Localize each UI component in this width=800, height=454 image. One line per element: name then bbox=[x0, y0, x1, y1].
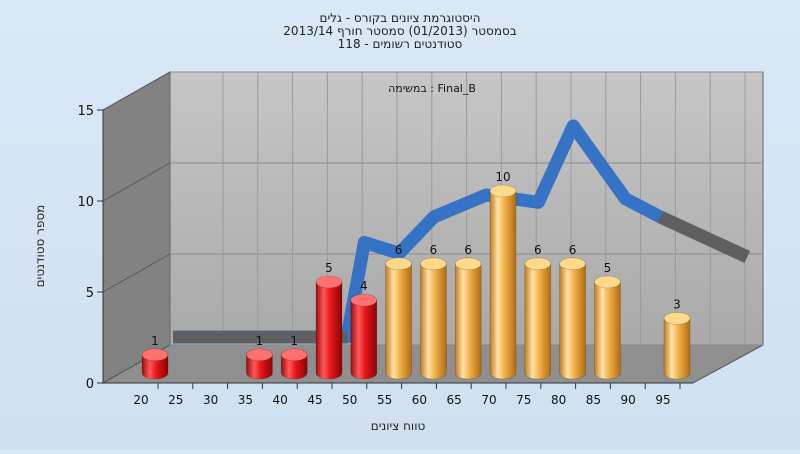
bar-top bbox=[454, 257, 482, 271]
bar-top bbox=[315, 275, 343, 289]
x-tick-label: 20 bbox=[133, 393, 148, 407]
bar: 1 bbox=[141, 334, 169, 380]
bar-value-label: 6 bbox=[534, 243, 542, 257]
bar-body bbox=[280, 354, 308, 380]
x-tick-label: 30 bbox=[203, 393, 218, 407]
bar-body bbox=[350, 299, 378, 380]
bar: 1 bbox=[246, 334, 273, 380]
bar: 6 bbox=[524, 243, 552, 380]
bar-top bbox=[246, 348, 273, 362]
bar-top bbox=[489, 184, 517, 198]
bar-top bbox=[420, 257, 447, 271]
chart-title-line-3: סטודנטים רשומים - 118 bbox=[338, 37, 463, 51]
bars: 1 1 1 5 4 6 6 6 10 6 6 5 3 bbox=[141, 170, 691, 380]
bar-value-label: 10 bbox=[495, 170, 510, 184]
bar-body bbox=[663, 318, 691, 380]
bar: 5 bbox=[315, 261, 343, 380]
y-tick-label: 0 bbox=[86, 377, 94, 392]
bar-value-label: 3 bbox=[673, 297, 681, 311]
x-tick-label: 40 bbox=[273, 393, 288, 407]
bar-value-label: 5 bbox=[325, 261, 333, 275]
bar: 1 bbox=[280, 334, 308, 380]
x-tick-label: 65 bbox=[447, 393, 462, 407]
y-tick-label: 15 bbox=[77, 104, 94, 119]
bar-value-label: 6 bbox=[395, 243, 403, 257]
bar-body bbox=[246, 354, 273, 380]
bar-body bbox=[594, 281, 621, 380]
bar: 4 bbox=[350, 279, 378, 380]
x-axis-label: טווח ציונים bbox=[371, 419, 426, 433]
bar-body bbox=[315, 281, 343, 380]
x-tick-label: 80 bbox=[551, 393, 566, 407]
bar-body bbox=[489, 190, 517, 380]
grid-line-side bbox=[102, 162, 171, 202]
bar-value-label: 6 bbox=[430, 243, 438, 257]
bar-value-label: 4 bbox=[360, 279, 368, 293]
grid-line-side bbox=[102, 71, 171, 111]
bar-top bbox=[524, 257, 552, 271]
bar: 6 bbox=[385, 243, 412, 380]
bar-body bbox=[385, 263, 412, 380]
bar-value-label: 1 bbox=[151, 334, 159, 348]
bar: 10 bbox=[489, 170, 517, 380]
bar-body bbox=[141, 354, 169, 380]
y-axis-label: מספר סטודנטים bbox=[33, 205, 47, 288]
inner-label: במשימה : Final_B bbox=[388, 82, 476, 95]
bar-top bbox=[559, 257, 586, 271]
bar-top bbox=[594, 275, 621, 289]
bar-value-label: 1 bbox=[256, 334, 264, 348]
bar: 6 bbox=[454, 243, 482, 380]
x-tick-label: 85 bbox=[586, 393, 601, 407]
bar-top bbox=[663, 312, 691, 325]
chart-title-line-2: בסמסטר (01/2013) סמסטר חורף 2013/14 bbox=[283, 24, 516, 38]
side-wall bbox=[102, 71, 171, 384]
bar-body bbox=[454, 263, 482, 380]
bar: 6 bbox=[420, 243, 447, 380]
x-tick-label: 95 bbox=[655, 393, 670, 407]
chart-title-line-1: היסטוגרמת ציונים בקורס - גלים bbox=[320, 11, 481, 25]
x-tick-label: 70 bbox=[481, 393, 496, 407]
bar-top bbox=[385, 257, 412, 271]
bar: 6 bbox=[559, 243, 586, 380]
bar-value-label: 6 bbox=[464, 243, 472, 257]
x-tick-label: 45 bbox=[307, 393, 322, 407]
x-tick-label: 55 bbox=[377, 393, 392, 407]
x-tick-label: 60 bbox=[412, 393, 427, 407]
x-tick-label: 50 bbox=[342, 393, 357, 407]
bar-value-label: 1 bbox=[290, 334, 298, 348]
bar-value-label: 5 bbox=[604, 261, 612, 275]
x-tick-label: 75 bbox=[516, 393, 531, 407]
y-tick-label: 10 bbox=[77, 195, 94, 210]
bar: 3 bbox=[663, 297, 691, 380]
bar: 5 bbox=[594, 261, 621, 380]
bar-body bbox=[420, 263, 447, 380]
bar-top bbox=[280, 348, 308, 362]
x-tick-label: 90 bbox=[621, 393, 636, 407]
grid-line-side bbox=[102, 253, 171, 293]
bar-value-label: 6 bbox=[569, 243, 577, 257]
bar-top bbox=[141, 348, 169, 362]
bar-body bbox=[524, 263, 552, 380]
x-tick-label: 35 bbox=[238, 393, 253, 407]
y-tick-label: 5 bbox=[86, 286, 94, 301]
x-tick-label: 25 bbox=[168, 393, 183, 407]
curve-flat-right bbox=[657, 210, 750, 263]
bar-body bbox=[559, 263, 586, 380]
bar-top bbox=[350, 293, 378, 307]
